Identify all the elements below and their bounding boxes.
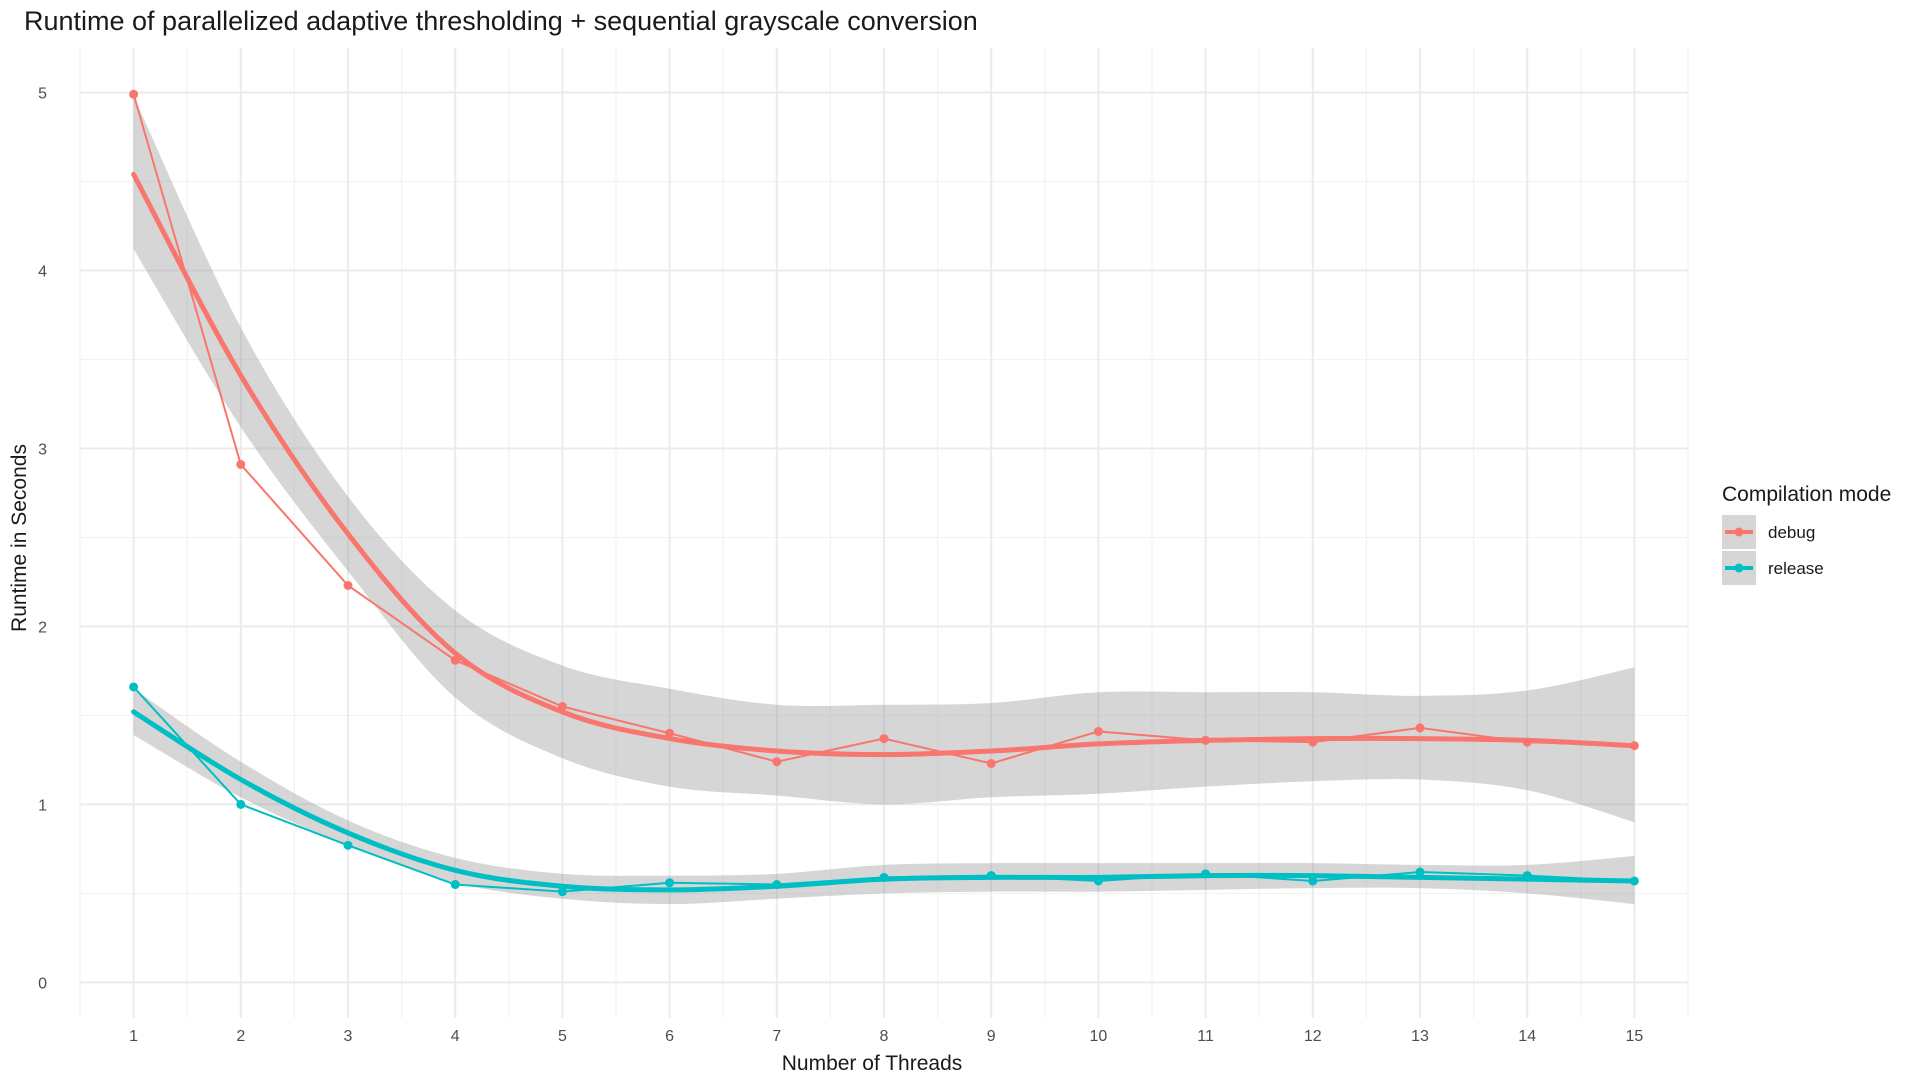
x-tick-label: 7 [772,1028,781,1045]
grid [79,48,1689,1018]
y-axis-title: Runtime in Seconds [8,444,31,632]
legend-label-debug: debug [1768,523,1815,542]
data-point-debug [1093,726,1103,736]
smooth-lines [131,171,1637,893]
data-point-debug [343,581,353,591]
data-point-debug [129,89,139,99]
smooth-line-debug [131,171,1637,758]
y-tick-label: 5 [38,85,47,102]
data-point-release [343,840,353,850]
ci-band-debug [133,96,1635,823]
y-tick-label: 4 [38,263,47,280]
data-point-release [129,682,139,692]
x-axis-title: Number of Threads [782,1052,963,1075]
legend-key-point-debug [1734,527,1744,537]
x-tick-label: 11 [1197,1028,1214,1045]
chart-title: Runtime of parallelized adaptive thresho… [24,6,978,36]
data-point-debug [986,758,996,768]
ci-band-release [133,688,1635,905]
x-tick-label: 13 [1411,1028,1429,1045]
legend-label-release: release [1768,559,1824,578]
x-tick-label: 6 [665,1028,674,1045]
data-point-debug [1415,723,1425,733]
x-tick-label: 5 [558,1028,567,1045]
confidence-bands [133,96,1635,905]
legend-title: Compilation mode [1722,483,1891,506]
y-tick-label: 2 [38,619,47,636]
legend-key-point-release [1734,563,1744,573]
x-tick-label: 14 [1518,1028,1536,1045]
data-point-release [557,887,567,897]
data-point-release [665,878,675,888]
y-tick-label: 1 [38,797,47,814]
y-tick-label: 0 [38,975,47,992]
y-tick-label: 3 [38,441,47,458]
x-tick-label: 8 [880,1028,889,1045]
x-tick-label: 2 [236,1028,245,1045]
data-point-debug [772,757,782,767]
x-tick-label: 12 [1304,1028,1322,1045]
data-point-release [236,799,246,809]
x-tick-label: 3 [344,1028,353,1045]
data-point-release [1308,876,1318,886]
x-tick-label: 15 [1626,1028,1644,1045]
x-tick-label: 4 [451,1028,460,1045]
smooth-line-release [131,709,1637,893]
legend: Compilation mode debug release [1722,483,1891,585]
data-point-debug [879,734,889,744]
data-point-release [1415,867,1425,877]
x-tick-label: 9 [987,1028,996,1045]
data-point-release [450,880,460,890]
data-point-debug [665,728,675,738]
data-point-debug [236,459,246,469]
x-tick-label: 1 [129,1028,138,1045]
x-tick-label: 10 [1090,1028,1108,1045]
